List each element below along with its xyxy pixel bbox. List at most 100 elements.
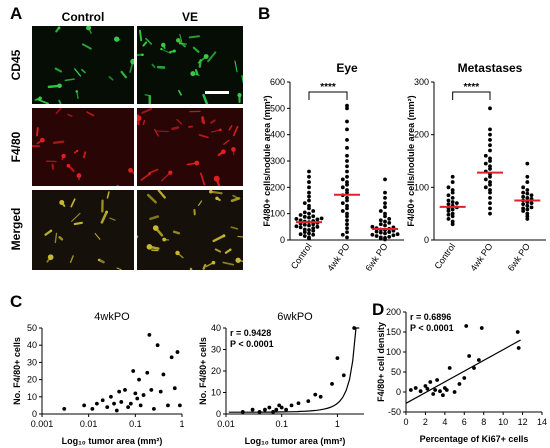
data-point — [307, 185, 311, 190]
data-point — [488, 188, 492, 192]
micrograph-f480-ve — [137, 108, 243, 186]
data-point — [267, 405, 272, 410]
data-point — [172, 386, 177, 391]
fit-line — [405, 339, 521, 404]
data-point — [488, 148, 492, 153]
data-point — [428, 380, 433, 384]
row-header-merged: Merged — [9, 207, 23, 251]
x-tick-label: 6 — [462, 417, 467, 427]
panel-letter-d: D — [372, 300, 385, 319]
data-point — [307, 194, 311, 199]
data-point — [345, 174, 349, 179]
data-point — [378, 218, 383, 223]
data-point — [446, 202, 451, 207]
data-point — [383, 235, 387, 240]
data-point — [307, 215, 311, 220]
x-tick-label: 6wk PO — [506, 241, 532, 273]
x-axis-label: Log₁₀ tumor area (mm²) — [62, 436, 163, 446]
data-point — [302, 210, 307, 215]
data-point — [488, 127, 492, 132]
data-point — [418, 389, 423, 394]
data-point — [155, 343, 160, 348]
data-point — [521, 194, 526, 199]
data-point — [525, 207, 530, 212]
y-tick-label: 500 — [270, 103, 285, 113]
data-point — [307, 231, 311, 236]
data-point — [175, 350, 180, 354]
y-tick-label: 10 — [211, 388, 221, 398]
data-point — [488, 143, 492, 148]
data-point — [311, 232, 316, 237]
data-point — [298, 213, 303, 217]
data-point — [257, 409, 262, 414]
data-point — [529, 205, 534, 210]
data-point — [462, 376, 467, 380]
data-point — [307, 190, 311, 195]
y-tick-label: 300 — [270, 156, 285, 166]
data-point — [444, 388, 449, 392]
y-tick-label: 200 — [270, 182, 285, 192]
data-point — [296, 401, 301, 406]
x-tick-label: 0.1 — [275, 419, 288, 429]
y-tick-label: 50 — [391, 367, 401, 377]
data-point — [274, 407, 279, 412]
data-point — [450, 211, 455, 216]
data-point — [279, 405, 284, 410]
data-point — [307, 228, 311, 232]
micrograph-merged-ve — [137, 190, 243, 270]
data-point — [345, 206, 349, 211]
data-point — [345, 235, 349, 240]
data-point — [435, 378, 439, 382]
data-point — [472, 366, 476, 370]
stats-annotation: P < 0.0001 — [230, 339, 274, 349]
data-point — [117, 389, 122, 394]
data-point — [307, 180, 311, 184]
y-tick-label: 0 — [424, 235, 429, 245]
data-point — [525, 188, 530, 192]
panel-letter-c: C — [10, 292, 23, 311]
data-point — [311, 209, 316, 213]
data-point — [307, 203, 311, 208]
data-point — [383, 205, 387, 209]
data-point — [114, 408, 119, 413]
data-point — [488, 156, 492, 161]
data-point — [112, 401, 116, 406]
data-point — [370, 224, 375, 229]
y-tick-label: 30 — [27, 357, 37, 367]
data-point — [240, 409, 245, 414]
data-point — [345, 164, 349, 169]
y-tick-label: 40 — [211, 323, 221, 333]
data-point — [450, 180, 455, 184]
column-header-ve: VE — [181, 10, 198, 24]
data-point — [516, 346, 521, 350]
data-point — [177, 403, 182, 408]
y-tick-label: -50 — [388, 407, 401, 417]
y-tick-label: 0 — [280, 235, 285, 245]
data-point — [345, 226, 349, 231]
x-tick-label: 0.1 — [129, 419, 142, 429]
data-point — [395, 232, 400, 237]
significance-bracket — [452, 91, 491, 100]
data-point — [383, 177, 387, 182]
y-tick-label: 100 — [386, 347, 401, 357]
data-point — [135, 396, 140, 401]
data-point — [294, 217, 299, 221]
data-point — [345, 103, 349, 108]
data-point — [302, 201, 307, 206]
data-point — [433, 388, 438, 392]
data-point — [387, 230, 392, 235]
data-point — [123, 388, 127, 392]
data-point — [446, 198, 451, 203]
data-point — [370, 232, 375, 237]
data-point — [345, 119, 349, 124]
data-point — [147, 332, 152, 337]
y-tick-label: 50 — [27, 323, 37, 333]
data-point — [488, 132, 492, 137]
data-point — [131, 369, 136, 373]
data-point — [307, 206, 311, 211]
data-point — [284, 407, 289, 412]
data-point — [521, 185, 526, 190]
panel-letter-a: A — [10, 4, 23, 23]
data-point — [383, 214, 387, 219]
data-point — [521, 209, 526, 213]
